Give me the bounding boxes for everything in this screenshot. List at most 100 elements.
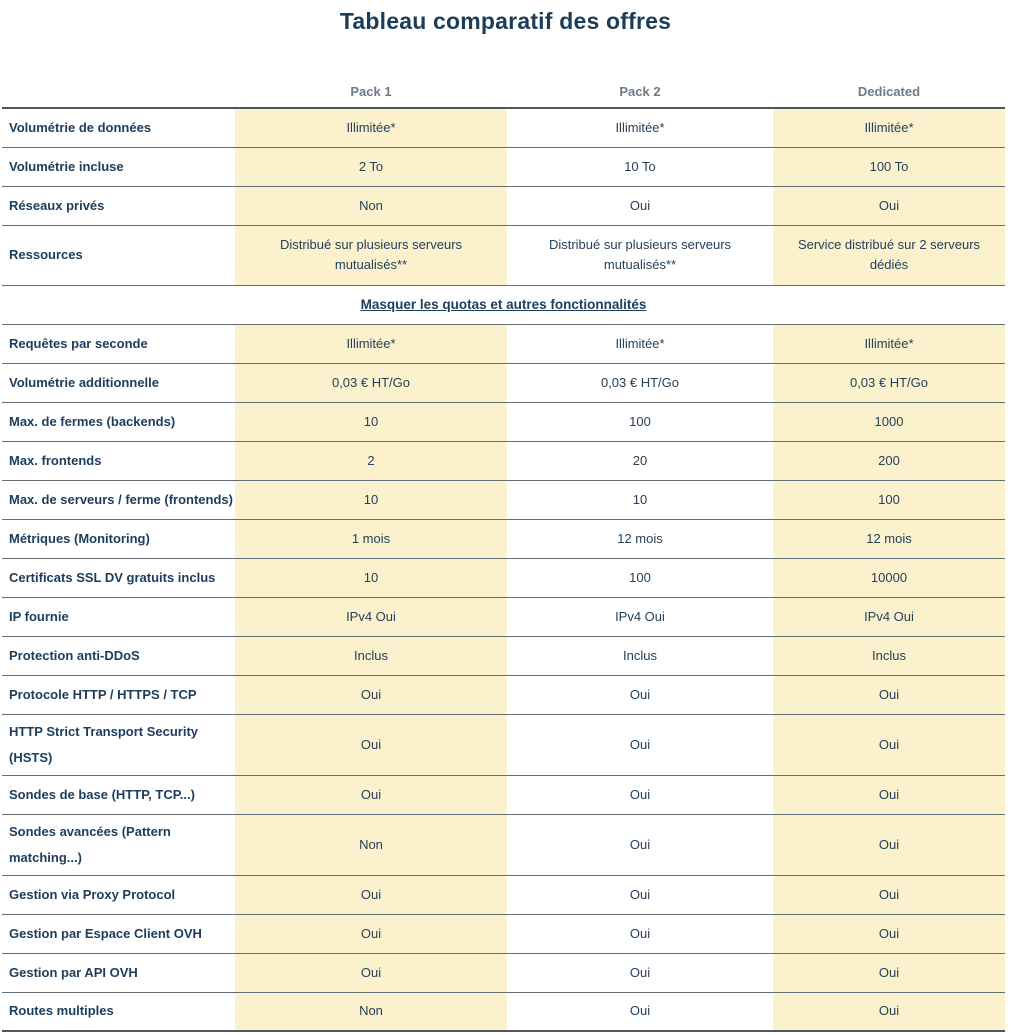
cell-dedicated: Oui	[773, 775, 1005, 815]
cell-dedicated: Illimitée*	[773, 108, 1005, 148]
cell-pack2: Oui	[507, 875, 773, 915]
cell-pack1: Oui	[235, 914, 507, 954]
feature-row: Volumétrie incluse 2 To 10 To 100 To	[2, 147, 1005, 187]
feature-row: Certificats SSL DV gratuits inclus 10 100 1…	[2, 558, 1005, 598]
cell-dedicated: Oui	[773, 714, 1005, 776]
cell-pack2: 20	[507, 441, 773, 481]
feature-label: Max. de serveurs / ferme (frontends)	[2, 480, 235, 520]
feature-row: Volumétrie additionnelle 0,03 € HT/Go 0,03…	[2, 363, 1005, 403]
table-body: Volumétrie de données Illimitée* Illimitée…	[2, 108, 1005, 1032]
feature-label: Sondes de base (HTTP, TCP...)	[2, 775, 235, 815]
feature-row: Routes multiples Non Oui Oui	[2, 992, 1005, 1032]
cell-pack2: 10 To	[507, 147, 773, 187]
cell-pack2: 10	[507, 480, 773, 520]
feature-label: Volumétrie de données	[2, 108, 235, 148]
feature-row: Ressources Distribué sur plusieurs serveu…	[2, 225, 1005, 286]
cell-dedicated: 10000	[773, 558, 1005, 598]
feature-row: IP fournie IPv4 Oui IPv4 Oui IPv4 Oui	[2, 597, 1005, 637]
feature-label: Routes multiples	[2, 992, 235, 1032]
cell-pack1: Oui	[235, 875, 507, 915]
cell-pack1: Distribué sur plusieurs serveurs mutuali…	[235, 225, 507, 286]
cell-dedicated: 200	[773, 441, 1005, 481]
feature-row: Métriques (Monitoring) 1 mois 12 mois 12 mo…	[2, 519, 1005, 559]
cell-dedicated: Inclus	[773, 636, 1005, 676]
cell-pack1: 10	[235, 402, 507, 442]
cell-pack1: Oui	[235, 953, 507, 993]
comparison-table: Pack 1 Pack 2 Dedicated Volumétrie de do…	[2, 75, 1005, 1032]
cell-pack1: 2	[235, 441, 507, 481]
feature-row: Gestion par Espace Client OVH Oui Oui Oui	[2, 914, 1005, 954]
toggle-quotas-cell: Masquer les quotas et autres fonctionnal…	[2, 285, 1005, 325]
cell-pack2: Illimitée*	[507, 324, 773, 364]
cell-dedicated: Oui	[773, 186, 1005, 226]
cell-pack2: Oui	[507, 992, 773, 1032]
cell-pack2: Inclus	[507, 636, 773, 676]
feature-label: Volumétrie additionnelle	[2, 363, 235, 403]
cell-pack2: 100	[507, 558, 773, 598]
cell-pack1: 10	[235, 480, 507, 520]
feature-row: Max. de fermes (backends) 10 100 1000	[2, 402, 1005, 442]
cell-dedicated: 100	[773, 480, 1005, 520]
cell-pack1: 2 To	[235, 147, 507, 187]
feature-label: Max. frontends	[2, 441, 235, 481]
toggle-quotas-link[interactable]: Masquer les quotas et autres fonctionnal…	[360, 297, 647, 312]
cell-pack1: Non	[235, 186, 507, 226]
feature-label: Ressources	[2, 225, 235, 286]
cell-pack2: 12 mois	[507, 519, 773, 559]
cell-dedicated: Oui	[773, 814, 1005, 876]
feature-row: Requêtes par seconde Illimitée* Illimitée*…	[2, 324, 1005, 364]
cell-pack1: IPv4 Oui	[235, 597, 507, 637]
feature-row: Sondes de base (HTTP, TCP...) Oui Oui Oui	[2, 775, 1005, 815]
cell-dedicated: 0,03 € HT/Go	[773, 363, 1005, 403]
feature-row: Gestion via Proxy Protocol Oui Oui Oui	[2, 875, 1005, 915]
column-header-pack2: Pack 2	[507, 75, 773, 109]
cell-pack2: IPv4 Oui	[507, 597, 773, 637]
feature-label: Protection anti-DDoS	[2, 636, 235, 676]
feature-label: Gestion via Proxy Protocol	[2, 875, 235, 915]
toggle-quotas-row: Masquer les quotas et autres fonctionnal…	[2, 285, 1005, 325]
feature-row: Sondes avancées (Pattern matching...) Non…	[2, 814, 1005, 876]
feature-label: Certificats SSL DV gratuits inclus	[2, 558, 235, 598]
feature-row: Gestion par API OVH Oui Oui Oui	[2, 953, 1005, 993]
cell-pack1: Illimitée*	[235, 108, 507, 148]
feature-label: Gestion par Espace Client OVH	[2, 914, 235, 954]
cell-pack2: 0,03 € HT/Go	[507, 363, 773, 403]
cell-dedicated: Oui	[773, 992, 1005, 1032]
feature-label: Métriques (Monitoring)	[2, 519, 235, 559]
cell-dedicated: Illimitée*	[773, 324, 1005, 364]
feature-label: HTTP Strict Transport Security (HSTS)	[2, 714, 235, 776]
feature-row: Protocole HTTP / HTTPS / TCP Oui Oui Oui	[2, 675, 1005, 715]
feature-label: Sondes avancées (Pattern matching...)	[2, 814, 235, 876]
cell-pack1: Illimitée*	[235, 324, 507, 364]
column-header-pack1: Pack 1	[235, 75, 507, 109]
feature-row: Volumétrie de données Illimitée* Illimitée…	[2, 108, 1005, 148]
cell-pack1: Oui	[235, 714, 507, 776]
cell-dedicated: Service distribué sur 2 serveurs dédiés	[773, 225, 1005, 286]
cell-dedicated: 12 mois	[773, 519, 1005, 559]
cell-pack1: Oui	[235, 775, 507, 815]
feature-label: Volumétrie incluse	[2, 147, 235, 187]
header-spacer	[2, 75, 235, 109]
feature-label: Réseaux privés	[2, 186, 235, 226]
cell-pack2: Oui	[507, 186, 773, 226]
cell-pack1: 10	[235, 558, 507, 598]
cell-dedicated: Oui	[773, 914, 1005, 954]
page-title: Tableau comparatif des offres	[339, 8, 672, 34]
cell-dedicated: Oui	[773, 875, 1005, 915]
cell-pack1: Non	[235, 814, 507, 876]
cell-dedicated: Oui	[773, 953, 1005, 993]
offers-comparison-page: Tableau comparatif des offres Pack 1 Pac…	[0, 8, 1011, 1032]
feature-row: HTTP Strict Transport Security (HSTS) Oui…	[2, 714, 1005, 776]
cell-pack2: Distribué sur plusieurs serveurs mutuali…	[507, 225, 773, 286]
cell-pack2: Illimitée*	[507, 108, 773, 148]
cell-dedicated: 100 To	[773, 147, 1005, 187]
feature-row: Protection anti-DDoS Inclus Inclus Inclus	[2, 636, 1005, 676]
cell-pack2: Oui	[507, 675, 773, 715]
feature-row: Max. frontends 2 20 200	[2, 441, 1005, 481]
column-header-row: Pack 1 Pack 2 Dedicated	[2, 75, 1005, 109]
feature-label: Max. de fermes (backends)	[2, 402, 235, 442]
cell-pack2: Oui	[507, 814, 773, 876]
feature-label: Protocole HTTP / HTTPS / TCP	[2, 675, 235, 715]
cell-pack1: 0,03 € HT/Go	[235, 363, 507, 403]
feature-row: Réseaux privés Non Oui Oui	[2, 186, 1005, 226]
